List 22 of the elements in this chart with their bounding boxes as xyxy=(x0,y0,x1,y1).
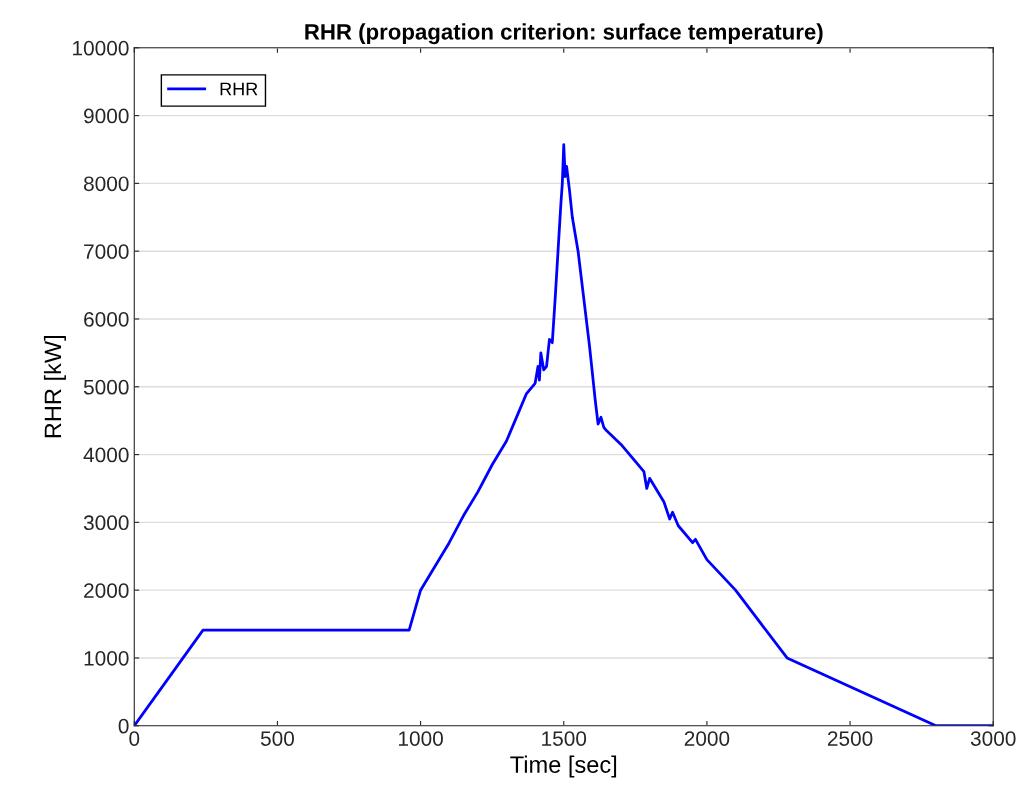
x-tick-label: 2000 xyxy=(684,731,730,746)
y-tick-label: 2000 xyxy=(84,583,129,598)
legend-label: RHR xyxy=(220,82,258,96)
y-tick-label: 0 xyxy=(118,718,129,734)
y-axis-title: RHR [kW] xyxy=(43,336,66,438)
x-tick-label: 500 xyxy=(260,731,294,746)
x-tick-label: 0 xyxy=(129,731,140,746)
x-axis-title: Time [sec] xyxy=(510,755,617,778)
y-tick-label: 1000 xyxy=(84,650,129,666)
x-tick-label: 3000 xyxy=(970,731,1016,746)
y-tick-label: 6000 xyxy=(84,311,129,327)
y-tick-label: 8000 xyxy=(83,176,129,192)
x-tick-label: 2500 xyxy=(827,731,873,746)
x-tick-label: 1000 xyxy=(399,731,443,746)
x-tick-label: 1500 xyxy=(542,731,587,746)
y-tick-label: 3000 xyxy=(83,515,129,531)
y-tick-label: 5000 xyxy=(83,379,129,395)
chart-title: RHR (propagation criterion: surface temperature) xyxy=(305,23,823,45)
y-tick-label: 9000 xyxy=(84,108,129,124)
y-tick-label: 4000 xyxy=(83,447,129,463)
y-tick-label: 10000 xyxy=(73,40,129,56)
y-tick-label: 7000 xyxy=(84,244,129,259)
